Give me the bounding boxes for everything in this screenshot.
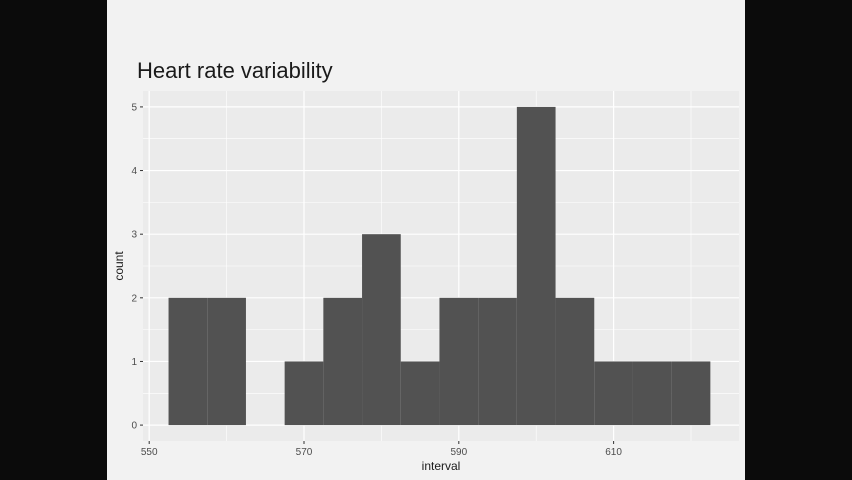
x-tick-label: 570 bbox=[296, 447, 313, 458]
histogram-bar bbox=[555, 297, 595, 426]
histogram-bar bbox=[516, 106, 556, 426]
histogram-bar bbox=[594, 361, 633, 426]
y-tick-label: 3 bbox=[131, 230, 137, 241]
y-tick-label: 4 bbox=[131, 166, 137, 177]
x-tick-label: 550 bbox=[141, 447, 158, 458]
x-tick-label: 610 bbox=[605, 447, 622, 458]
histogram-bar bbox=[671, 361, 711, 426]
y-axis: 0 1 2 3 4 5 bbox=[131, 102, 143, 432]
histogram-bar bbox=[439, 297, 479, 426]
histogram-bar bbox=[632, 361, 672, 426]
histogram-bar bbox=[323, 297, 363, 426]
histogram-bar bbox=[362, 234, 401, 426]
histogram-bars bbox=[168, 106, 711, 426]
y-tick-label: 2 bbox=[131, 293, 137, 304]
histogram-bar bbox=[284, 361, 324, 426]
y-tick-label: 0 bbox=[131, 421, 137, 432]
histogram-bar bbox=[400, 361, 440, 426]
y-tick-label: 1 bbox=[131, 357, 137, 368]
y-axis-title: count bbox=[112, 251, 126, 281]
chart-title: Heart rate variability bbox=[137, 58, 333, 83]
histogram-bar bbox=[478, 297, 517, 426]
x-axis-title: interval bbox=[422, 459, 461, 473]
histogram-bar bbox=[207, 297, 246, 426]
right-letterbox bbox=[745, 0, 852, 480]
y-tick-label: 5 bbox=[131, 102, 137, 113]
left-letterbox bbox=[0, 0, 107, 480]
histogram-bar bbox=[168, 297, 208, 426]
x-axis: 550 570 590 610 bbox=[141, 441, 622, 458]
x-tick-label: 590 bbox=[450, 447, 467, 458]
